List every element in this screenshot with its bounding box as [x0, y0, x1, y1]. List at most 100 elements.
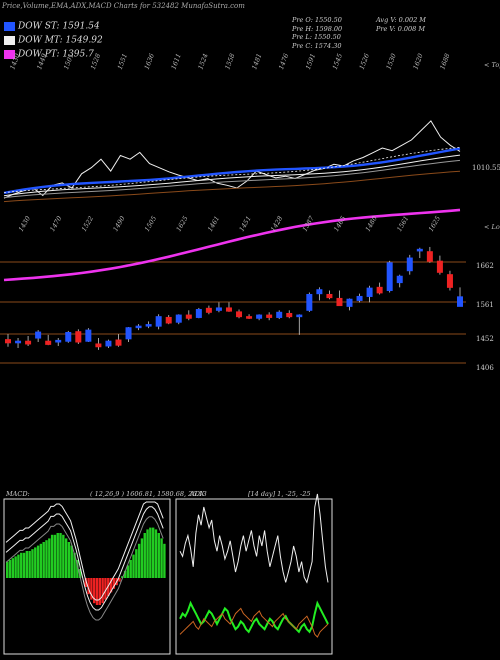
- macd-bar: [34, 547, 37, 578]
- candle-body: [45, 340, 52, 345]
- macd-bar: [56, 533, 59, 578]
- candle-body: [55, 339, 62, 343]
- candle-body: [256, 314, 263, 319]
- macd-bar: [17, 554, 20, 578]
- candle-body: [356, 295, 363, 301]
- candle-body: [155, 316, 162, 327]
- price-label-1662: 1662: [476, 262, 494, 270]
- top-tick-label: 1636: [143, 52, 156, 70]
- macd-bar: [87, 578, 90, 595]
- candle-body: [5, 339, 11, 344]
- macd-bar: [48, 538, 51, 578]
- signal-line: [5, 506, 164, 611]
- adx-lines: [179, 493, 329, 638]
- candle-body: [236, 311, 243, 318]
- macd-bar: [149, 527, 152, 578]
- legend-swatch-pt: [4, 50, 15, 59]
- candle-body: [326, 293, 333, 299]
- candle-body: [366, 287, 373, 297]
- minus-di-line: [179, 607, 329, 638]
- top-tick-label: 1545: [331, 52, 344, 70]
- candle-body: [35, 331, 42, 339]
- macd-bar: [121, 576, 124, 578]
- ema-mid-line: [3, 154, 461, 197]
- top-tick-label: 1526: [358, 52, 371, 70]
- candle-body: [316, 289, 323, 295]
- macd-bar: [84, 578, 87, 587]
- macd-histogram: [6, 527, 166, 605]
- candle-body: [95, 343, 102, 348]
- macd-bar: [93, 578, 96, 604]
- macd-bar: [126, 565, 130, 578]
- legend-label-pt: DOW PT: 1395.7: [18, 49, 94, 60]
- candle-body: [85, 329, 92, 342]
- macd-bar: [67, 542, 71, 578]
- macd-bar: [45, 540, 48, 578]
- top-tick-label: 1611: [170, 52, 183, 70]
- macd-bar: [98, 578, 102, 605]
- candle-body: [457, 296, 463, 307]
- volume-stats: Avg V: 0.002 M Pre V: 0.008 M: [376, 16, 426, 33]
- candle-body: [426, 251, 433, 262]
- macd-bar: [11, 558, 14, 578]
- macd-bar: [90, 578, 93, 600]
- price-levels: [0, 261, 466, 364]
- candle-body: [165, 316, 172, 324]
- bottom-tick-label: 1625: [174, 215, 189, 233]
- macd-bar: [53, 534, 57, 578]
- macd-bar: [109, 578, 113, 593]
- macd-bar: [129, 560, 132, 578]
- legend-dow-pt: DOW PT: 1395.7: [4, 44, 94, 63]
- macd-bar: [50, 534, 54, 578]
- price-label-1561: 1561: [476, 301, 494, 309]
- legend-dow-mt: DOW MT: 1549.92: [4, 30, 103, 49]
- top-tick-label: 1551: [116, 52, 129, 70]
- candle-body: [276, 311, 283, 318]
- prev-open: Pre O: 1550.50: [292, 16, 342, 24]
- avg-volume: Avg V: 0.002 M: [376, 16, 426, 24]
- macd-bar: [8, 560, 12, 578]
- bottom-tick-label: 1490: [111, 215, 126, 233]
- top-tick-label: 1430: [8, 52, 21, 70]
- bottom-tick-label: 1522: [80, 215, 95, 233]
- legend-swatch-mt: [4, 36, 15, 45]
- macd-lines: [5, 501, 164, 621]
- top-tick-label: 1688: [438, 52, 451, 70]
- macd-bar: [154, 529, 158, 578]
- macd-bar: [6, 561, 9, 578]
- candle-body: [105, 340, 112, 347]
- candle-body: [125, 327, 132, 340]
- candles: [5, 246, 463, 350]
- bottom-tick-label: 1451: [238, 215, 253, 233]
- candle-body: [205, 307, 212, 313]
- legend-label-mt: DOW MT: 1549.92: [18, 35, 103, 46]
- ema-dashed-line: [3, 146, 461, 193]
- top-tick-label: 1620: [411, 52, 424, 70]
- bottom-tick-label: 1470: [48, 215, 63, 233]
- candle-body: [446, 274, 453, 288]
- adx-line: [179, 493, 329, 584]
- ema-long-line: [3, 170, 461, 203]
- candle-body: [306, 293, 313, 311]
- price-label-1406: 1406: [476, 364, 494, 372]
- macd-bar: [36, 545, 40, 578]
- macd-bar: [163, 543, 166, 578]
- candle-body: [336, 297, 343, 307]
- candle-body: [25, 340, 32, 345]
- macd-bar: [160, 538, 163, 578]
- adx-params: [14 day] 1, -25, -25: [248, 490, 311, 498]
- candle-body: [396, 275, 403, 284]
- macd-bar: [39, 543, 43, 578]
- macd-bar: [28, 551, 31, 578]
- prev-volume: Pre V: 0.008 M: [376, 24, 426, 33]
- bottom-tick-label: 1430: [17, 215, 32, 233]
- bottom-tick-label: 1505: [143, 215, 158, 233]
- candle-body: [65, 331, 72, 342]
- macd-bar: [101, 578, 104, 604]
- price-label-1452: 1452: [476, 335, 494, 343]
- prev-low: Pre L: 1550.50: [292, 33, 341, 41]
- adx-panel: [175, 498, 333, 655]
- price-label-1010: 1010.55: [472, 164, 500, 172]
- macd-bar: [151, 527, 155, 578]
